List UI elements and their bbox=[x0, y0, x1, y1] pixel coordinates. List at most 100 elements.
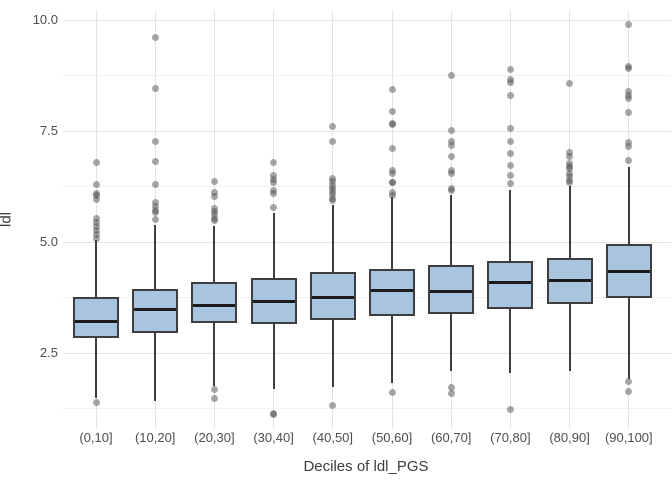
outlier-point bbox=[447, 184, 455, 192]
boxplot-box bbox=[605, 244, 652, 299]
x-tick-label: (20,30] bbox=[194, 430, 235, 445]
boxplot-box bbox=[309, 272, 356, 321]
y-tick-label: 5.0 bbox=[39, 234, 58, 249]
boxplot-box bbox=[546, 257, 593, 305]
outlier-point bbox=[270, 190, 278, 198]
outlier-point bbox=[388, 389, 396, 397]
outlier-point bbox=[625, 157, 633, 165]
outlier-point bbox=[506, 406, 514, 414]
boxplot-median bbox=[489, 281, 532, 285]
outlier-point bbox=[329, 188, 337, 196]
outlier-point bbox=[447, 166, 455, 174]
outlier-point bbox=[270, 179, 278, 187]
outlier-point bbox=[270, 186, 278, 194]
outlier-point bbox=[92, 223, 100, 231]
outlier-point bbox=[270, 159, 278, 167]
outlier-point bbox=[151, 157, 159, 165]
outlier-point bbox=[270, 410, 278, 418]
boxplot-median bbox=[430, 290, 473, 294]
outlier-point bbox=[92, 196, 100, 204]
outlier-point bbox=[151, 33, 159, 41]
outlier-point bbox=[447, 71, 455, 79]
y-tick-label: 2.5 bbox=[39, 345, 58, 360]
outlier-point bbox=[388, 144, 396, 152]
outlier-point bbox=[151, 215, 159, 223]
outlier-point bbox=[506, 161, 514, 169]
outlier-point bbox=[92, 234, 100, 242]
y-tick-label: 7.5 bbox=[39, 123, 58, 138]
outlier-point bbox=[151, 180, 159, 188]
boxplot-median bbox=[371, 289, 413, 293]
outlier-point bbox=[270, 175, 278, 183]
boxplot-box bbox=[250, 277, 297, 325]
outlier-point bbox=[329, 402, 337, 410]
outlier-point bbox=[270, 172, 278, 180]
boxplot-median bbox=[134, 308, 177, 312]
x-tick-label: (0,10] bbox=[79, 430, 113, 445]
x-tick-label: (70,80] bbox=[490, 430, 531, 445]
outlier-point bbox=[151, 199, 159, 207]
outlier-point bbox=[210, 204, 218, 212]
x-tick-label: (30,40] bbox=[253, 430, 294, 445]
outlier-point bbox=[388, 166, 396, 174]
outlier-point bbox=[388, 85, 396, 93]
outlier-point bbox=[506, 180, 514, 188]
outlier-point bbox=[210, 385, 218, 393]
outlier-point bbox=[92, 189, 100, 197]
outlier-point bbox=[506, 172, 514, 180]
boxplot-median bbox=[252, 299, 295, 303]
outlier-point bbox=[566, 149, 574, 157]
outlier-point bbox=[92, 399, 100, 407]
x-tick-label: (10,20] bbox=[134, 430, 176, 445]
y-axis-title: ldl bbox=[0, 212, 15, 228]
outlier-point bbox=[566, 159, 574, 167]
outlier-point bbox=[506, 137, 514, 145]
boxplot-box bbox=[73, 297, 119, 339]
outlier-point bbox=[388, 188, 396, 196]
y-tick-label: 10.0 bbox=[32, 12, 58, 27]
outlier-point bbox=[329, 194, 337, 202]
outlier-point bbox=[625, 143, 633, 151]
outlier-point bbox=[210, 178, 218, 186]
outlier-point bbox=[447, 153, 455, 161]
boxplot-box bbox=[191, 281, 238, 323]
x-tick-label: (50,60] bbox=[371, 430, 413, 445]
x-tick-label: (80,90] bbox=[549, 430, 590, 445]
boxplot-box bbox=[487, 261, 534, 310]
outlier-point bbox=[210, 394, 218, 402]
outlier-point bbox=[151, 84, 159, 92]
boxplot-median bbox=[548, 278, 591, 282]
gridline-major bbox=[63, 130, 671, 132]
outlier-point bbox=[447, 384, 455, 392]
boxplot-median bbox=[607, 270, 650, 274]
outlier-point bbox=[566, 176, 574, 184]
outlier-point bbox=[566, 80, 574, 88]
gridline-major bbox=[63, 241, 671, 243]
outlier-point bbox=[388, 119, 396, 127]
outlier-point bbox=[92, 159, 100, 167]
x-tick-label: (60,70] bbox=[430, 430, 472, 445]
outlier-point bbox=[506, 149, 514, 157]
boxplot-box bbox=[132, 289, 179, 334]
outlier-point bbox=[329, 175, 337, 182]
x-tick-label: (90,100] bbox=[604, 430, 653, 445]
outlier-point bbox=[625, 87, 633, 95]
outlier-point bbox=[92, 180, 100, 188]
outlier-point bbox=[329, 123, 337, 131]
x-axis-title: Deciles of ldl_PGS bbox=[303, 458, 429, 475]
outlier-point bbox=[447, 126, 455, 134]
outlier-point bbox=[210, 193, 218, 201]
outlier-point bbox=[388, 108, 396, 116]
boxplot-median bbox=[75, 319, 117, 323]
boxplot-median bbox=[193, 303, 236, 307]
outlier-point bbox=[506, 124, 514, 132]
outlier-point bbox=[625, 21, 633, 29]
outlier-point bbox=[625, 63, 633, 71]
outlier-point bbox=[92, 215, 100, 223]
boxplot-median bbox=[311, 295, 354, 299]
outlier-point bbox=[270, 203, 278, 211]
boxplot-box bbox=[369, 269, 415, 317]
outlier-point bbox=[506, 65, 514, 73]
outlier-point bbox=[210, 189, 218, 197]
